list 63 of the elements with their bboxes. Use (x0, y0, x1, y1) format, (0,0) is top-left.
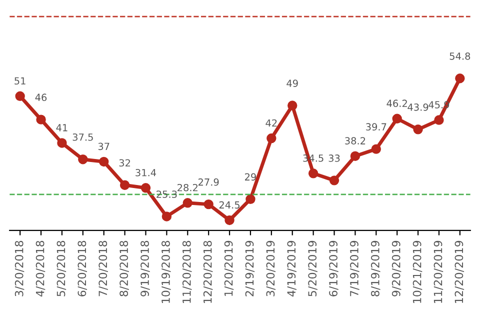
data-label: 29 (245, 173, 256, 181)
point (266, 133, 276, 144)
data-label: 31.4 (136, 168, 156, 176)
x-tick-label: 8/19/2019 (370, 240, 380, 296)
x-tick-label: 10/19/2018 (162, 240, 171, 303)
point (288, 100, 298, 110)
point (224, 215, 234, 226)
point (413, 124, 423, 134)
x-tick-label: 6/19/2019 (329, 240, 338, 296)
point (140, 183, 151, 193)
point (162, 212, 172, 222)
point (434, 115, 444, 125)
data-label: 28.2 (178, 184, 198, 192)
point (246, 194, 256, 204)
x-tick-label: 1/20/2019 (224, 240, 234, 296)
point (57, 138, 67, 148)
x-tick-label: 9/20/2019 (392, 240, 402, 296)
data-label: 43.9 (408, 103, 428, 111)
data-label: 46.2 (386, 100, 407, 108)
x-tick-label: 7/20/2018 (98, 240, 108, 296)
x-tick-label: 10/21/2019 (412, 240, 422, 303)
x-tick-label: 12/20/2018 (203, 240, 213, 303)
point (455, 74, 465, 84)
point (308, 168, 318, 178)
data-label: 37.5 (72, 133, 93, 141)
data-label: 54.8 (450, 52, 470, 60)
data-label: 49 (286, 80, 298, 87)
x-tick-label: 4/20/2018 (36, 240, 46, 297)
data-label: 27.9 (198, 178, 219, 186)
point (182, 198, 192, 208)
data-label: 24.5 (219, 201, 240, 209)
point (36, 114, 46, 124)
point (204, 199, 214, 210)
x-tick-label: 2/19/2019 (245, 240, 255, 296)
point (392, 114, 402, 124)
x-tick-label: 4/19/2019 (287, 240, 296, 297)
x-tick-label: 6/20/2018 (78, 240, 88, 296)
point (78, 154, 88, 164)
data-label: 39.7 (366, 123, 386, 131)
data-label: 37 (98, 142, 110, 150)
point (120, 180, 130, 190)
data-label: 51 (14, 77, 26, 85)
point (371, 144, 382, 154)
x-tick-label: 7/19/2019 (350, 240, 360, 296)
x-tick-label: 5/20/2019 (308, 240, 318, 296)
point (98, 156, 109, 167)
x-tick-label: 3/20/2019 (266, 240, 276, 296)
x-tick-label: 8/20/2018 (120, 240, 129, 296)
data-label: 46 (35, 94, 47, 102)
data-label: 42 (266, 119, 277, 127)
data-label: 38.2 (345, 137, 366, 144)
x-tick-label: 11/20/2018 (182, 240, 192, 303)
x-tick-label: 9/19/2018 (140, 240, 150, 296)
data-label: 33 (328, 154, 340, 162)
point (15, 91, 25, 102)
x-tick-label: 11/20/2019 (434, 240, 444, 303)
point (350, 151, 360, 161)
x-tick-label: 5/20/2018 (56, 240, 66, 296)
x-tick-label: 3/20/2018 (14, 240, 24, 296)
data-label: 32 (119, 159, 130, 167)
point (329, 176, 340, 186)
data-label: 41 (56, 124, 68, 132)
x-tick-label: 12/20/2019 (454, 240, 464, 303)
